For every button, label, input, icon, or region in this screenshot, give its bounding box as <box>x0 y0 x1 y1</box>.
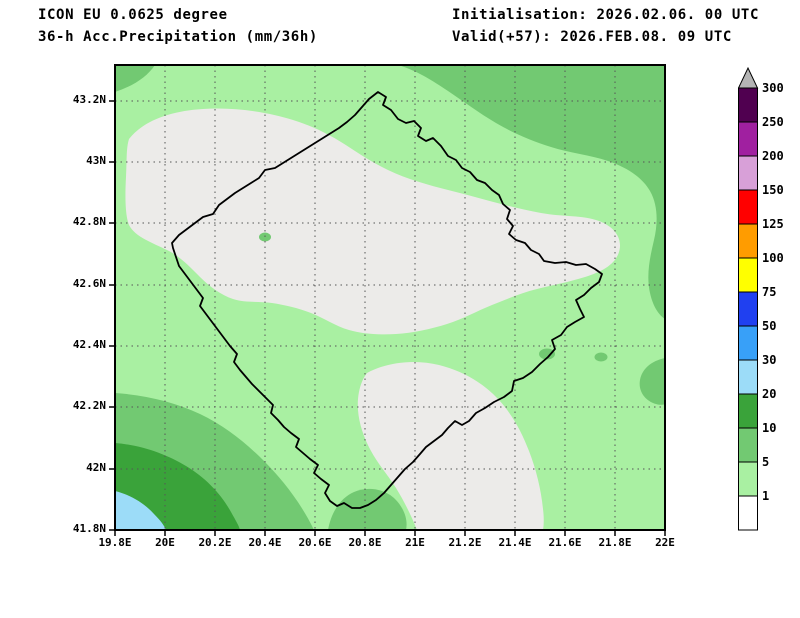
precip-region-5-10mm-topright <box>398 65 665 319</box>
colorbar-segment <box>738 325 758 361</box>
colorbar-overflow-arrow <box>737 66 759 89</box>
colorbar-label: 30 <box>762 353 777 367</box>
colorbar-segment <box>738 223 758 259</box>
lat-tick-label: 42.8N <box>72 215 106 228</box>
precipitation-map-canvas <box>109 64 666 536</box>
graticule-gridlines <box>115 65 665 530</box>
colorbar-label: 75 <box>762 285 777 299</box>
lat-tick-label: 42.4N <box>72 338 106 351</box>
lon-tick-label: 21.4E <box>498 536 532 549</box>
lon-tick-label: 20.2E <box>198 536 232 549</box>
country-border-outline <box>171 91 603 509</box>
colorbar-segment <box>738 495 758 531</box>
colorbar-segment <box>738 189 758 225</box>
colorbar-segment <box>738 87 758 123</box>
precip-spot-5-10mm-east1 <box>539 348 555 360</box>
colorbar-canvas <box>737 66 759 531</box>
lon-tick-label: 20.6E <box>298 536 332 549</box>
colorbar-label: 250 <box>762 115 784 129</box>
precip-spot-5-10mm-east2 <box>594 352 608 362</box>
colorbar-segment <box>738 461 758 497</box>
colorbar-label: 100 <box>762 251 784 265</box>
precip-region-below-1mm-south <box>357 361 544 530</box>
colorbar-segment <box>738 393 758 429</box>
map-plot <box>109 64 666 536</box>
lon-tick-label: 21E <box>405 536 425 549</box>
precip-region-20-30mm-corner <box>115 491 166 530</box>
colorbar-label: 50 <box>762 319 777 333</box>
colorbar-label: 20 <box>762 387 777 401</box>
lon-tick-label: 21.6E <box>548 536 582 549</box>
lon-tick-label: 19.8E <box>98 536 132 549</box>
lat-tick-label: 41.8N <box>72 522 106 535</box>
colorbar-segment <box>738 121 758 157</box>
colorbar-label: 5 <box>762 455 770 469</box>
lat-tick-label: 43N <box>86 154 106 167</box>
lat-tick-label: 42.2N <box>72 399 106 412</box>
lat-tick-label: 42.6N <box>72 277 106 290</box>
colorbar-segment <box>738 359 758 395</box>
lon-tick-label: 20E <box>155 536 175 549</box>
lon-tick-label: 20.8E <box>348 536 382 549</box>
plot-frame <box>114 64 666 531</box>
precip-region-5-10mm-rightmid <box>639 358 665 405</box>
lon-tick-label: 20.4E <box>248 536 282 549</box>
initialisation-time: Initialisation: 2026.02.06. 00 UTC <box>452 7 759 23</box>
model-title: ICON EU 0.0625 degree <box>38 7 228 23</box>
colorbar-label: 10 <box>762 421 777 435</box>
precip-region-5-10mm-topleft <box>115 65 155 92</box>
colorbar-label: 125 <box>762 217 784 231</box>
colorbar-label: 200 <box>762 149 784 163</box>
colorbar: 300 250 200 150 125 100 75 50 30 20 10 5… <box>737 65 800 537</box>
lon-tick-label: 22E <box>655 536 675 549</box>
valid-time: Valid(+57): 2026.FEB.08. 09 UTC <box>452 29 732 45</box>
lon-tick-label: 21.8E <box>598 536 632 549</box>
colorbar-segment <box>738 427 758 463</box>
colorbar-segment <box>738 257 758 293</box>
precip-region-below-1mm-central <box>125 108 621 335</box>
colorbar-label: 1 <box>762 489 770 503</box>
colorbar-segment <box>738 291 758 327</box>
colorbar-segment <box>738 155 758 191</box>
lat-tick-label: 42N <box>86 461 106 474</box>
lon-tick-label: 21.2E <box>448 536 482 549</box>
colorbar-label: 300 <box>762 81 784 95</box>
product-title: 36-h Acc.Precipitation (mm/36h) <box>38 29 318 45</box>
colorbar-label: 150 <box>762 183 784 197</box>
lat-tick-label: 43.2N <box>72 93 106 106</box>
precip-region-5-10mm-bottomcenter <box>328 488 407 530</box>
